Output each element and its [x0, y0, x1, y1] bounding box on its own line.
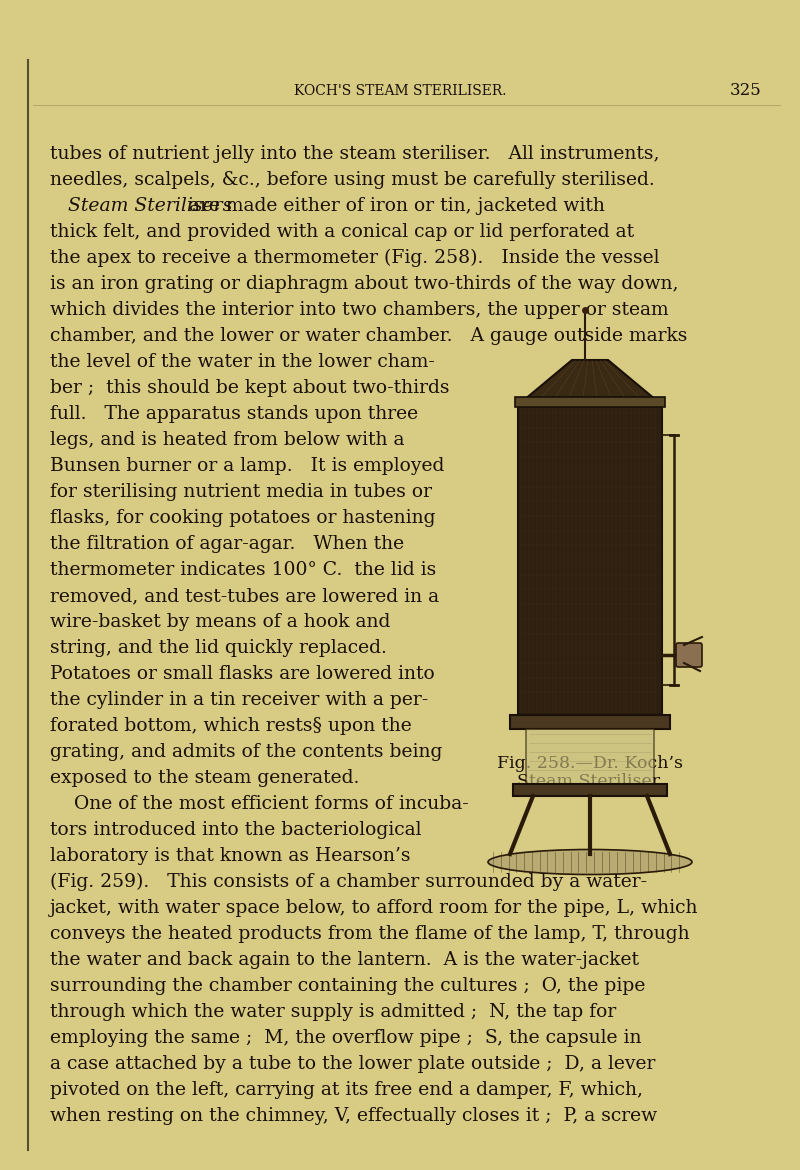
Text: are made either of iron or tin, jacketed with: are made either of iron or tin, jacketed… — [183, 197, 605, 215]
Text: Steam Sterilisers: Steam Sterilisers — [68, 197, 232, 215]
Text: Bunsen burner or a lamp.   It is employed: Bunsen burner or a lamp. It is employed — [50, 457, 444, 475]
Bar — [510, 715, 670, 729]
Polygon shape — [518, 360, 662, 405]
Text: the water and back again to the lantern.  A is the water-jacket: the water and back again to the lantern.… — [50, 951, 639, 969]
Text: ber ;  this should be kept about two-thirds: ber ; this should be kept about two-thir… — [50, 379, 450, 397]
Text: grating, and admits of the contents being: grating, and admits of the contents bein… — [50, 743, 442, 761]
Text: when resting on the chimney, V, effectually closes it ;  P, a screw: when resting on the chimney, V, effectua… — [50, 1107, 657, 1126]
Bar — [518, 405, 662, 715]
Text: surrounding the chamber containing the cultures ;  O, the pipe: surrounding the chamber containing the c… — [50, 977, 646, 994]
Text: which divides the interior into two chambers, the upper or steam: which divides the interior into two cham… — [50, 301, 669, 319]
Text: pivoted on the left, carrying at its free end a damper, F, which,: pivoted on the left, carrying at its fre… — [50, 1081, 643, 1099]
Text: needles, scalpels, &c., before using must be carefully sterilised.: needles, scalpels, &c., before using mus… — [50, 171, 654, 190]
Text: Fig. 258.—Dr. Koch’s: Fig. 258.—Dr. Koch’s — [497, 755, 683, 772]
Text: One of the most efficient forms of incuba-: One of the most efficient forms of incub… — [50, 794, 469, 813]
Text: KOCH'S STEAM STERILISER.: KOCH'S STEAM STERILISER. — [294, 84, 506, 98]
Text: the filtration of agar-agar.   When the: the filtration of agar-agar. When the — [50, 535, 404, 553]
Bar — [515, 397, 665, 407]
Ellipse shape — [488, 849, 692, 874]
Text: jacket, with water space below, to afford room for the pipe, L, which: jacket, with water space below, to affor… — [50, 899, 698, 917]
Text: thick felt, and provided with a conical cap or lid perforated at: thick felt, and provided with a conical … — [50, 223, 634, 241]
Text: forated bottom, which rests§ upon the: forated bottom, which rests§ upon the — [50, 717, 412, 735]
Text: 325: 325 — [730, 82, 762, 99]
Text: conveys the heated products from the flame of the lamp, T, through: conveys the heated products from the fla… — [50, 925, 690, 943]
Bar — [526, 729, 654, 784]
Text: thermometer indicates 100° C.  the lid is: thermometer indicates 100° C. the lid is — [50, 560, 436, 579]
Text: for sterilising nutrient media in tubes or: for sterilising nutrient media in tubes … — [50, 483, 432, 501]
Text: Steam Steriliser.: Steam Steriliser. — [517, 773, 663, 790]
Text: string, and the lid quickly replaced.: string, and the lid quickly replaced. — [50, 639, 387, 658]
Text: the level of the water in the lower cham-: the level of the water in the lower cham… — [50, 353, 435, 371]
Text: Potatoes or small flasks are lowered into: Potatoes or small flasks are lowered int… — [50, 665, 434, 683]
Text: through which the water supply is admitted ;  N, the tap for: through which the water supply is admitt… — [50, 1003, 616, 1021]
Text: a case attached by a tube to the lower plate outside ;  D, a lever: a case attached by a tube to the lower p… — [50, 1055, 655, 1073]
Text: legs, and is heated from below with a: legs, and is heated from below with a — [50, 431, 405, 449]
Text: flasks, for cooking potatoes or hastening: flasks, for cooking potatoes or hastenin… — [50, 509, 435, 526]
Text: wire-basket by means of a hook and: wire-basket by means of a hook and — [50, 613, 390, 631]
Text: tors introduced into the bacteriological: tors introduced into the bacteriological — [50, 821, 422, 839]
Text: full.   The apparatus stands upon three: full. The apparatus stands upon three — [50, 405, 418, 424]
Bar — [513, 784, 667, 796]
Text: exposed to the steam generated.: exposed to the steam generated. — [50, 769, 359, 787]
Text: chamber, and the lower or water chamber.   A gauge outside marks: chamber, and the lower or water chamber.… — [50, 326, 687, 345]
Text: the apex to receive a thermometer (Fig. 258).   Inside the vessel: the apex to receive a thermometer (Fig. … — [50, 249, 659, 267]
Text: laboratory is that known as Hearson’s: laboratory is that known as Hearson’s — [50, 847, 410, 865]
Text: tubes of nutrient jelly into the steam steriliser.   All instruments,: tubes of nutrient jelly into the steam s… — [50, 145, 659, 163]
Text: the cylinder in a tin receiver with a per-: the cylinder in a tin receiver with a pe… — [50, 691, 428, 709]
FancyBboxPatch shape — [676, 644, 702, 667]
Text: is an iron grating or diaphragm about two-thirds of the way down,: is an iron grating or diaphragm about tw… — [50, 275, 678, 292]
Text: removed, and test-tubes are lowered in a: removed, and test-tubes are lowered in a — [50, 587, 439, 605]
Text: (Fig. 259).   This consists of a chamber surrounded by a water-: (Fig. 259). This consists of a chamber s… — [50, 873, 647, 892]
Text: employing the same ;  M, the overflow pipe ;  S, the capsule in: employing the same ; M, the overflow pip… — [50, 1028, 642, 1047]
